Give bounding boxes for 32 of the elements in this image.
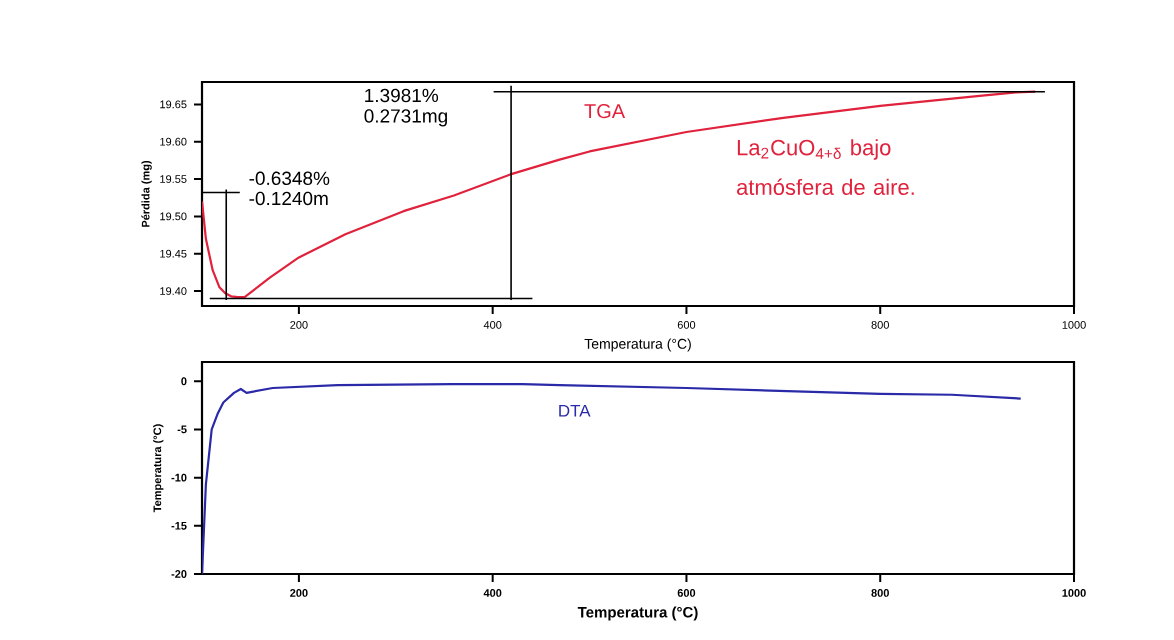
x-tick-label: 600 — [677, 589, 696, 597]
annotation: 1.3981% — [365, 88, 439, 103]
x-axis-title: Temperatura (°C) — [577, 606, 698, 621]
annotation: -0.6348% — [249, 171, 330, 186]
y-axis-title: Temperatura (°C) — [153, 424, 164, 513]
y-axis-title: Pérdida (mg) — [141, 160, 152, 227]
y-tick-label: 0 — [181, 377, 187, 386]
y-tick-label: 19.40 — [160, 287, 187, 295]
x-tick-label: 200 — [290, 589, 308, 597]
x-tick-label: 400 — [483, 321, 502, 329]
y-tick-label: 19.60 — [160, 137, 187, 146]
y-tick-label: -10 — [171, 473, 187, 482]
y-tick-label: 19.50 — [160, 212, 187, 221]
y-tick-label: 19.65 — [160, 100, 187, 109]
annotation: 0.2731mg — [364, 109, 447, 127]
annotation: -0.1240m — [249, 191, 328, 206]
y-tick-label: -20 — [171, 570, 187, 578]
x-tick-label: 800 — [871, 589, 889, 597]
y-tick-label: 19.55 — [160, 175, 187, 183]
y-tick-label: -15 — [171, 521, 187, 530]
x-axis-title: Temperatura (°C) — [584, 338, 691, 352]
annotation: La$_{2}$CuO$_{4+δ}$ bajo atmósfera de aire. — [737, 139, 914, 195]
series-label: TGA — [584, 104, 626, 119]
x-tick-label: 600 — [677, 321, 696, 329]
x-tick-label: 800 — [871, 321, 889, 329]
x-tick-label: 200 — [290, 321, 308, 329]
x-tick-label: 400 — [483, 589, 502, 597]
y-tick-label: -5 — [177, 425, 187, 434]
x-tick-label: 1000 — [1062, 589, 1086, 597]
series-label: DTA — [559, 404, 591, 417]
y-tick-label: 19.45 — [160, 249, 187, 258]
x-tick-label: 1000 — [1062, 321, 1086, 329]
